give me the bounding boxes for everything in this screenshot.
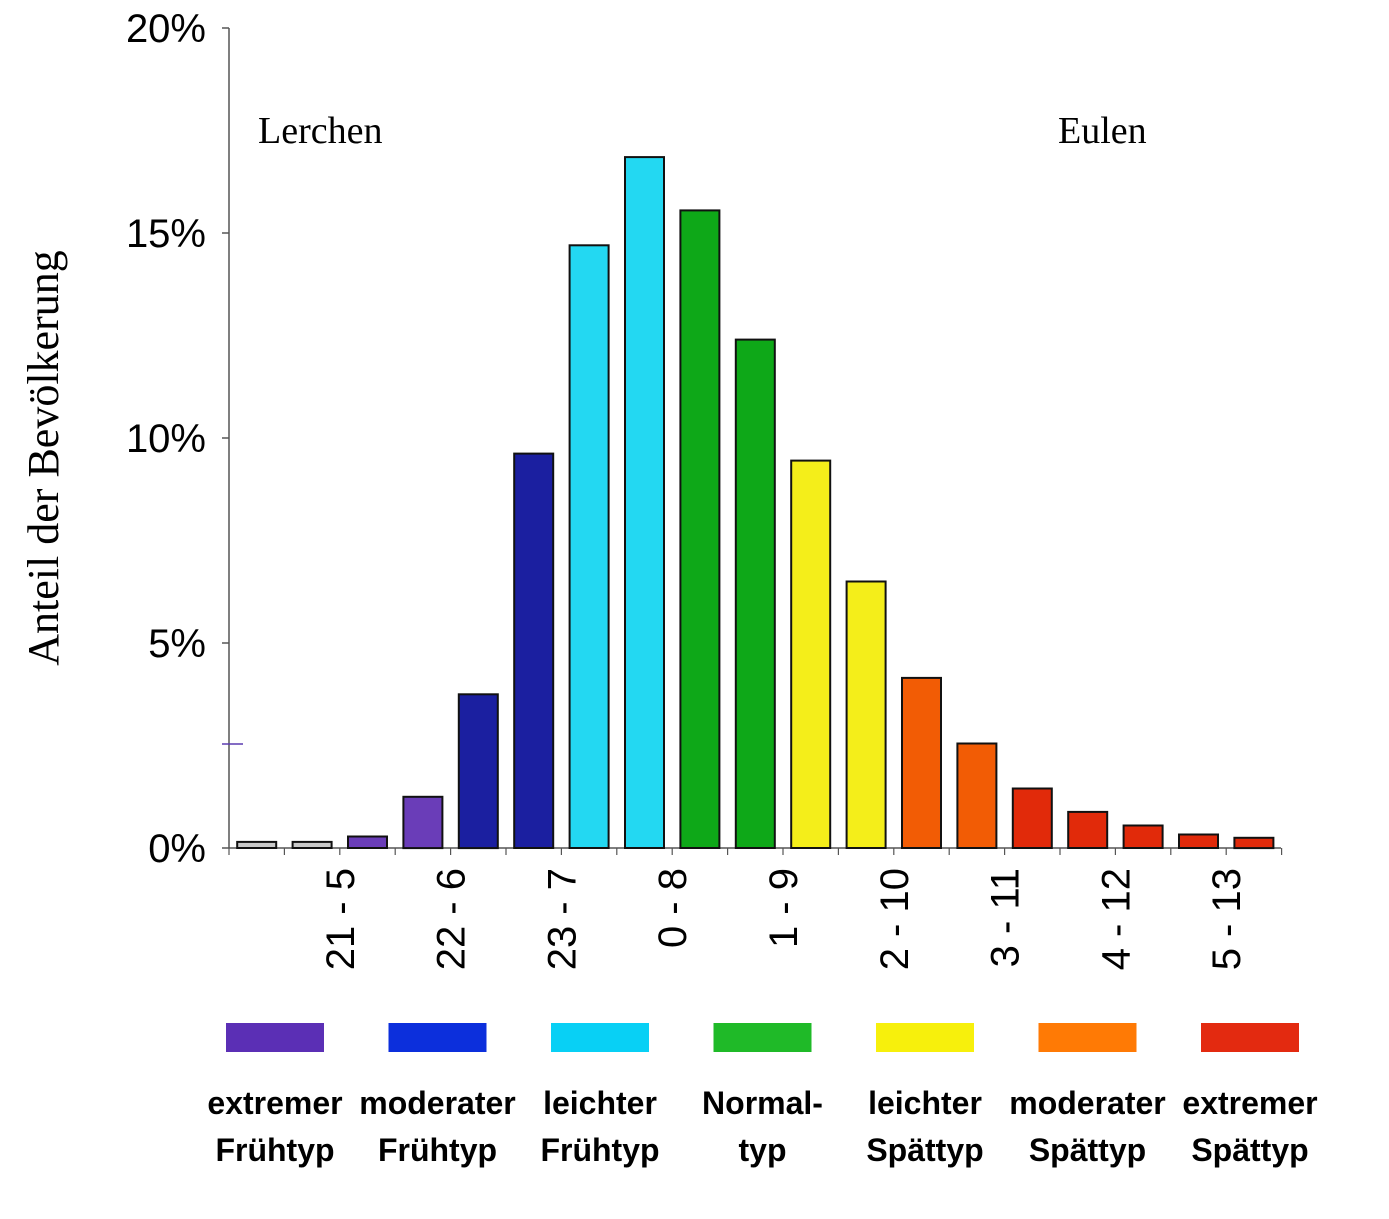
legend-swatch xyxy=(1201,1023,1299,1052)
legend-label-line2: Spättyp xyxy=(1191,1132,1308,1168)
y-axis-ticks: 0% 5% 10% 15% 20% xyxy=(126,7,229,871)
bar xyxy=(845,580,887,849)
legend-swatch xyxy=(713,1023,812,1052)
x-tick-label: 1 - 9 xyxy=(762,868,806,948)
bar xyxy=(457,693,499,850)
y-tick-label: 10% xyxy=(126,417,206,461)
y-axis-title: Anteil der Bevölkerung xyxy=(19,250,68,665)
bar xyxy=(291,840,333,850)
y-tick-label: 5% xyxy=(148,622,206,666)
legend-swatch xyxy=(876,1023,974,1052)
y-tick-label: 20% xyxy=(126,7,206,51)
legend-label-line2: Frühtyp xyxy=(378,1132,497,1168)
bar xyxy=(790,459,832,849)
bar xyxy=(1122,824,1164,849)
x-tick-label: 3 - 11 xyxy=(984,868,1028,967)
legend-label-line1: leichter xyxy=(543,1085,657,1121)
legend-label-line2: Frühtyp xyxy=(540,1132,659,1168)
y-tick-label: 0% xyxy=(148,827,206,871)
legend-swatch xyxy=(1038,1023,1137,1052)
x-tick-label: 23 - 7 xyxy=(540,868,584,970)
x-tick-label: 22 - 6 xyxy=(430,868,474,970)
bar xyxy=(513,452,555,849)
bar xyxy=(1011,787,1053,849)
legend-label-line1: extremer xyxy=(207,1085,342,1121)
bar xyxy=(1067,810,1109,850)
x-tick-label: 0 - 8 xyxy=(651,868,695,948)
legend-swatch xyxy=(226,1023,324,1052)
x-tick-label: 5 - 13 xyxy=(1205,868,1249,970)
legend-label-line1: extremer xyxy=(1182,1085,1317,1121)
legend-label-line2: Spättyp xyxy=(866,1132,983,1168)
x-tick-label: 2 - 10 xyxy=(873,868,917,970)
y-tick-label: 15% xyxy=(126,212,206,256)
annotation-lerchen: Lerchen xyxy=(258,110,382,152)
legend-swatch xyxy=(551,1023,649,1052)
bar xyxy=(901,676,942,850)
legend: extremer Frühtyp moderater Frühtyp leichter F… xyxy=(207,1023,1318,1168)
bar xyxy=(734,338,776,849)
bar xyxy=(624,156,665,850)
legend-label-line1: Normal- xyxy=(702,1085,823,1121)
legend-label-line1: moderater xyxy=(1009,1085,1166,1121)
annotation-eulen: Eulen xyxy=(1058,110,1147,152)
legend-swatch xyxy=(388,1023,487,1052)
legend-label-line2: Frühtyp xyxy=(215,1132,334,1168)
bar xyxy=(236,840,278,850)
legend-label-line2: typ xyxy=(739,1132,787,1168)
legend-label-line2: Spättyp xyxy=(1029,1132,1146,1168)
x-tick-label: 4 - 12 xyxy=(1094,868,1138,970)
bar xyxy=(568,244,610,850)
bar xyxy=(402,795,444,850)
x-tick-label: 21 - 5 xyxy=(319,868,363,970)
x-axis-ticks: 21 - 5 22 - 6 23 - 7 0 - 8 1 - 9 2 - 10 3 - 11… xyxy=(228,848,1283,970)
bar xyxy=(347,835,388,849)
legend-label-line1: moderater xyxy=(359,1085,516,1121)
bar xyxy=(1178,833,1219,849)
bar xyxy=(679,209,721,849)
bar xyxy=(956,742,998,849)
bars-group xyxy=(236,156,1275,850)
legend-label-line1: leichter xyxy=(868,1085,982,1121)
bar xyxy=(1233,836,1275,850)
